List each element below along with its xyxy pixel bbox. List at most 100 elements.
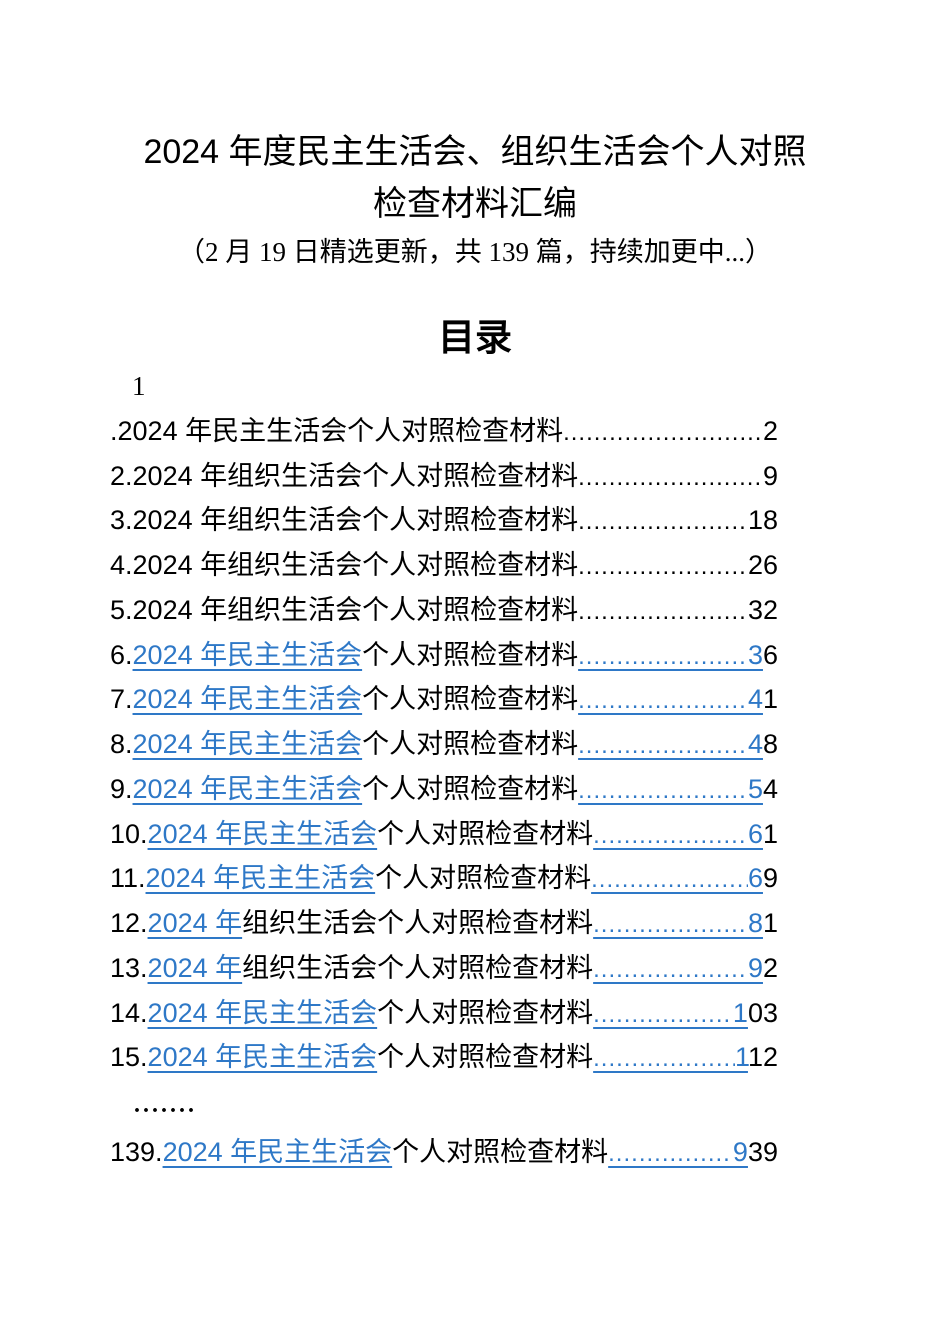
toc-entry-number: 11. — [110, 863, 146, 894]
toc-entry-number: . — [110, 415, 118, 446]
page-number-link-part[interactable]: 6 — [747, 818, 763, 849]
page-number: 32 — [748, 588, 778, 633]
page-number-plain-part: 18 — [747, 505, 778, 536]
toc-entry: 10.2024 年民主生活会个人对照检查材料 61 — [110, 812, 778, 857]
page-number-plain-part: 1 — [762, 908, 778, 938]
toc-entry: 4.2024 年组织生活会个人对照检查材料 26 — [110, 543, 778, 588]
page-number-plain-part: 8 — [762, 729, 778, 759]
dot-leader[interactable] — [593, 901, 748, 948]
dot-leader — [563, 409, 763, 456]
page-number-link-part[interactable]: 9 — [747, 952, 763, 983]
toc-entry: 6.2024 年民主生活会个人对照检查材料 36 — [110, 633, 778, 678]
toc-entry-number: 13. — [110, 952, 148, 983]
table-of-contents: 1 .2024 年民主生活会个人对照检查材料22.2024 年组织生活会个人对照… — [110, 364, 778, 1175]
page-number: 103 — [733, 991, 778, 1036]
page-number-link-part[interactable]: 4 — [747, 729, 763, 759]
toc-entry-number: 12. — [110, 908, 148, 938]
dot-leader[interactable] — [578, 722, 748, 769]
dot-leader[interactable] — [593, 812, 748, 859]
dot-leader[interactable] — [578, 767, 748, 814]
toc-entry-text: 个人对照检查材料 — [362, 773, 579, 804]
dot-leader[interactable] — [593, 991, 733, 1038]
page-number-link-part[interactable]: 5 — [747, 773, 763, 804]
toc-entry: 9.2024 年民主生活会个人对照检查材料 54 — [110, 767, 778, 812]
toc-entry: 2.2024 年组织生活会个人对照检查材料 9 — [110, 454, 778, 499]
page-number-plain-part: 2 — [762, 415, 778, 446]
page-number-plain-part: 39 — [747, 1137, 778, 1167]
page-number: 48 — [748, 722, 778, 767]
toc-entry-link[interactable]: 2024 年民主生活会 — [132, 729, 363, 759]
page-number-plain-part: 32 — [747, 594, 778, 625]
page-number: 36 — [748, 633, 778, 678]
toc-entry-link[interactable]: 2024 年民主生活会 — [147, 818, 378, 849]
toc-entry-text: 个人对照检查材料 — [377, 818, 594, 849]
toc-entry-text: 个人对照检查材料 — [362, 729, 579, 759]
toc-entry-link[interactable]: 2024 年民主生活会 — [162, 1137, 393, 1167]
page-number: 54 — [748, 767, 778, 812]
toc-entry-link[interactable]: 2024 年民主生活会 — [145, 863, 376, 894]
toc-entry-number: 3. — [110, 505, 133, 536]
toc-entry-text: 个人对照检查材料 — [377, 997, 594, 1028]
dot-leader[interactable] — [593, 1035, 735, 1082]
toc-entry-link[interactable]: 2024 年民主生活会 — [147, 1042, 378, 1073]
page-number: 939 — [733, 1130, 778, 1175]
toc-orphan-number: 1 — [132, 371, 146, 401]
toc-heading: 目录 — [438, 317, 512, 358]
page-number-link-part[interactable]: 3 — [747, 639, 763, 670]
page-number: 69 — [748, 856, 778, 901]
page-number: 112 — [735, 1035, 778, 1080]
toc-entry: .2024 年民主生活会个人对照检查材料 2 — [110, 409, 778, 454]
page-number-link-part[interactable]: 1 — [732, 997, 748, 1028]
page-number-link-part[interactable]: 1 — [734, 1042, 748, 1073]
page-number-plain-part: 03 — [747, 997, 778, 1028]
toc-entry: 3.2024 年组织生活会个人对照检查材料 18 — [110, 498, 778, 543]
page-number-link-part[interactable]: 4 — [747, 684, 763, 715]
toc-entry: 8.2024 年民主生活会个人对照检查材料 48 — [110, 722, 778, 767]
toc-entry-text: 个人对照检查材料 — [362, 639, 579, 670]
dot-leader — [578, 588, 748, 635]
dot-leader[interactable] — [591, 856, 748, 903]
page-number: 2 — [763, 409, 778, 454]
dot-leader — [578, 454, 763, 501]
page-number-plain-part: 1 — [762, 684, 778, 715]
doc-title-line-2: 检查材料汇编 — [373, 185, 577, 223]
toc-rows: .2024 年民主生活会个人对照检查材料22.2024 年组织生活会个人对照检查… — [110, 409, 778, 1175]
page-number-link-part[interactable]: 9 — [732, 1137, 748, 1167]
page-number-link-part[interactable]: 8 — [747, 908, 763, 938]
toc-entry: 11.2024 年民主生活会个人对照检查材料 69 — [110, 856, 778, 901]
toc-entry-text: 2024 年组织生活会个人对照检查材料 — [132, 505, 579, 536]
doc-title: 2024 年度民主生活会、组织生活会个人对照 检查材料汇编 — [0, 0, 950, 230]
toc-entry-number: 14. — [110, 997, 148, 1028]
toc-entry: 14.2024 年民主生活会个人对照检查材料 103 — [110, 991, 778, 1036]
page-number-plain-part: 1 — [762, 818, 778, 849]
dot-leader[interactable] — [578, 677, 748, 724]
toc-entry-link[interactable]: 2024 年民主生活会 — [147, 997, 378, 1028]
toc-entry-link[interactable]: 2024 年 — [147, 952, 243, 983]
toc-entry-number: 6. — [110, 639, 133, 670]
toc-entry-text: 组织生活会个人对照检查材料 — [242, 908, 594, 938]
toc-entry-link[interactable]: 2024 年 — [147, 908, 243, 938]
toc-entry-link[interactable]: 2024 年民主生活会 — [132, 639, 363, 670]
toc-entry-text: 个人对照检查材料 — [392, 1137, 609, 1167]
page-number: 9 — [763, 454, 778, 499]
toc-entry-text: 2024 年组织生活会个人对照检查材料 — [132, 550, 579, 580]
toc-entry-number: 15. — [110, 1042, 148, 1073]
toc-entry-text: 个人对照检查材料 — [362, 684, 579, 715]
page-number-plain-part: 6 — [762, 639, 778, 670]
page-number-link-part[interactable]: 6 — [747, 863, 763, 894]
toc-entry-link[interactable]: 2024 年民主生活会 — [132, 773, 363, 804]
toc-entry-number: 9. — [110, 773, 133, 804]
page-number-plain-part: 12 — [747, 1042, 778, 1073]
toc-entry-number: 7. — [110, 684, 133, 715]
dot-leader[interactable] — [608, 1130, 733, 1177]
page-number-plain-part: 9 — [762, 863, 778, 894]
toc-entry-number: 2. — [110, 460, 133, 491]
dot-leader[interactable] — [593, 946, 748, 993]
dot-leader[interactable] — [578, 633, 748, 680]
page-number: 41 — [748, 677, 778, 722]
page-number: 92 — [748, 946, 778, 991]
toc-entry: 139.2024 年民主生活会个人对照检查材料 939 — [110, 1130, 778, 1175]
toc-entry-link[interactable]: 2024 年民主生活会 — [132, 684, 363, 715]
toc-entry: 5.2024 年组织生活会个人对照检查材料 32 — [110, 588, 778, 633]
